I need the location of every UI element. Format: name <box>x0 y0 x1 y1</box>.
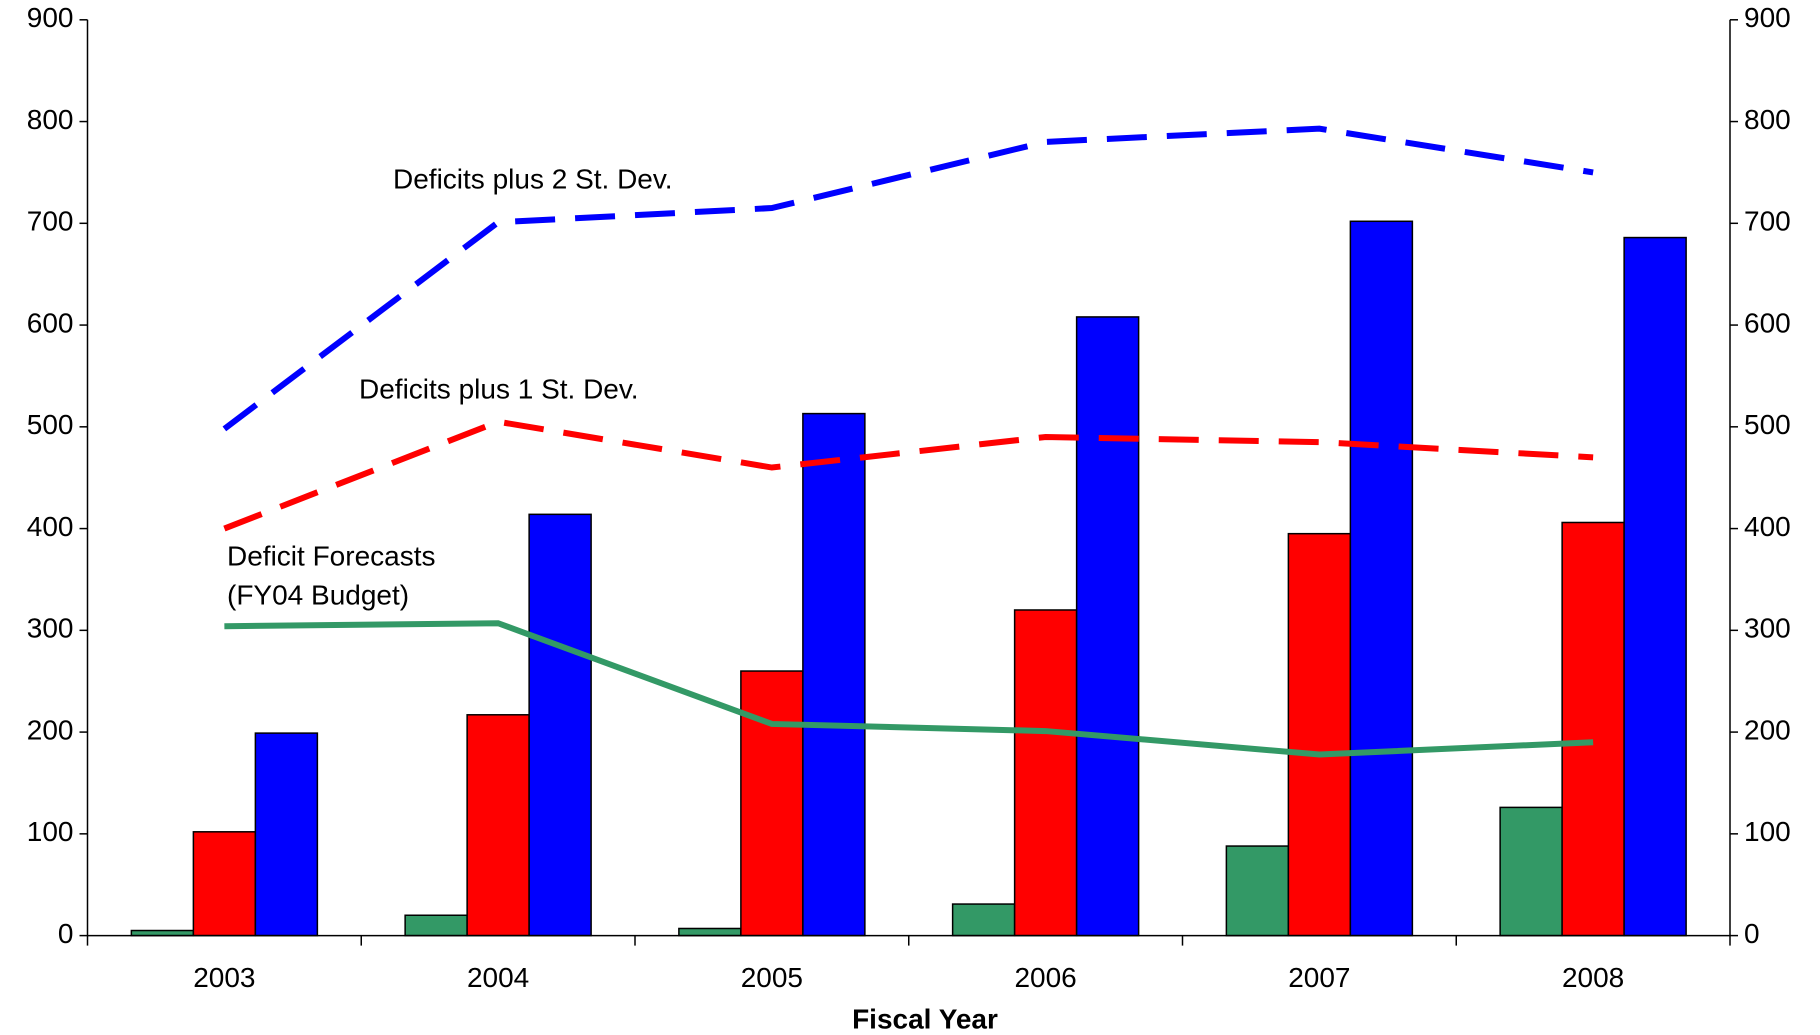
bar <box>1075 316 1140 937</box>
x-tick-label: 2006 <box>1014 962 1076 993</box>
bar <box>404 914 468 937</box>
bar <box>678 927 742 937</box>
y-tick-label: 400 <box>27 511 74 542</box>
bar <box>192 831 257 937</box>
y2-tick-label: 600 <box>1744 307 1791 338</box>
bar <box>951 903 1016 937</box>
x-tick-label: 2005 <box>741 962 803 993</box>
bar <box>802 412 866 937</box>
y-tick-label: 0 <box>58 918 74 949</box>
y-tick-label: 700 <box>27 206 74 237</box>
y2-tick-label: 200 <box>1744 714 1791 745</box>
line <box>223 418 1594 532</box>
bar <box>1499 806 1563 937</box>
x-tick-label: 2007 <box>1288 962 1350 993</box>
line-annotation: Deficits plus 2 St. Dev. <box>393 163 673 194</box>
y2-tick-label: 700 <box>1744 206 1791 237</box>
y-tick-label: 300 <box>27 613 74 644</box>
line-annotation: Deficits plus 1 St. Dev. <box>359 373 639 404</box>
y2-tick-label: 800 <box>1744 104 1791 135</box>
line <box>224 620 1594 758</box>
bar <box>1287 532 1352 937</box>
y2-tick-label: 500 <box>1744 409 1791 440</box>
bar <box>254 732 319 937</box>
line-annotation: Deficit Forecasts <box>227 540 436 571</box>
bar <box>1623 236 1687 937</box>
bar <box>130 929 195 937</box>
bar <box>740 670 804 937</box>
y2-tick-label: 900 <box>1744 2 1791 33</box>
y2-tick-label: 300 <box>1744 613 1791 644</box>
y-tick-label: 900 <box>27 2 74 33</box>
y2-tick-label: 0 <box>1744 918 1760 949</box>
line <box>222 125 1594 432</box>
bar <box>528 513 592 937</box>
bar <box>1013 609 1078 937</box>
x-tick-label: 2008 <box>1562 962 1624 993</box>
x-axis-title: Fiscal Year <box>852 1003 998 1034</box>
y-tick-label: 200 <box>27 714 74 745</box>
y-tick-label: 600 <box>27 307 74 338</box>
y2-tick-label: 100 <box>1744 816 1791 847</box>
bar <box>1561 521 1625 937</box>
y-tick-label: 500 <box>27 409 74 440</box>
x-tick-label: 2004 <box>467 962 529 993</box>
y-tick-label: 100 <box>27 816 74 847</box>
bar <box>466 714 530 937</box>
x-tick-label: 2003 <box>193 962 255 993</box>
y-tick-label: 800 <box>27 104 74 135</box>
y2-tick-label: 400 <box>1744 511 1791 542</box>
line-annotation: (FY04 Budget) <box>227 579 409 610</box>
bar <box>1349 220 1414 937</box>
bar <box>1225 845 1290 937</box>
